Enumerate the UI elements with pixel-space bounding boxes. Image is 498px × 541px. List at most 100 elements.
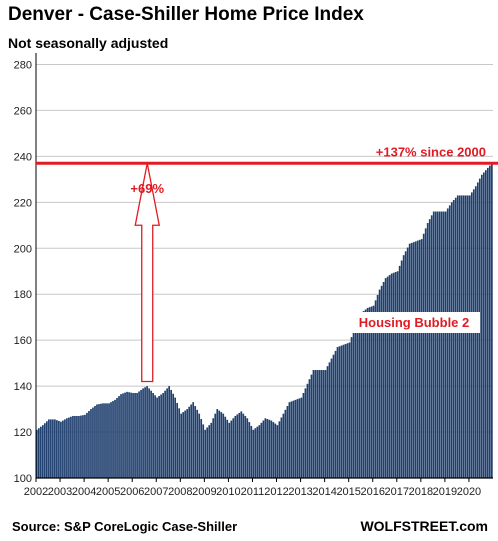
- bar: [164, 390, 166, 478]
- bar: [240, 411, 243, 478]
- bar: [96, 404, 98, 478]
- x-axis: 2002 2003 2004 2005 2006 2007 2008 2009 2010 2011…: [24, 478, 481, 498]
- bar: [384, 278, 387, 478]
- bar: [266, 419, 269, 478]
- bar: [406, 247, 409, 478]
- bar: [222, 413, 225, 478]
- y-tick-label: 160: [14, 335, 32, 347]
- bar: [322, 370, 325, 478]
- bar: [54, 419, 56, 478]
- bar: [462, 195, 465, 478]
- bar: [232, 418, 235, 478]
- bar: [42, 425, 44, 478]
- bar: [286, 406, 289, 478]
- bar: [162, 393, 164, 478]
- bar: [188, 406, 191, 478]
- bar: [382, 281, 385, 478]
- bar: [390, 273, 393, 478]
- bar: [114, 399, 116, 478]
- bar: [278, 421, 281, 478]
- y-tick-label: 100: [14, 473, 32, 485]
- brand-logo: WOLFSTREET.com: [360, 518, 488, 534]
- bar: [242, 413, 245, 478]
- bar: [388, 275, 391, 478]
- bar: [244, 415, 247, 478]
- bar: [56, 420, 58, 478]
- bar: [46, 421, 48, 478]
- bar: [202, 424, 205, 478]
- bar: [230, 420, 233, 478]
- y-tick-label: 200: [14, 243, 32, 255]
- bar: [448, 205, 451, 478]
- bar: [250, 425, 253, 478]
- y-tick-label: 240: [14, 151, 32, 163]
- bar: [178, 408, 181, 478]
- bar: [336, 347, 339, 478]
- bar: [212, 418, 215, 478]
- bar: [346, 343, 349, 478]
- bar: [480, 174, 483, 478]
- bar: [66, 418, 68, 478]
- bar: [344, 343, 347, 478]
- growth-arrow-label: +69%: [130, 181, 164, 196]
- bar: [106, 403, 108, 478]
- bar: [272, 422, 275, 478]
- x-tick-label: 2007: [144, 486, 168, 498]
- bar: [160, 394, 162, 478]
- bar: [264, 418, 267, 478]
- bar: [40, 426, 42, 478]
- bar: [118, 396, 120, 478]
- bar-series: [36, 163, 493, 479]
- bar: [86, 412, 88, 478]
- bar: [410, 242, 413, 478]
- bar: [44, 423, 46, 478]
- bar: [132, 393, 134, 478]
- bar: [158, 396, 160, 478]
- bar: [166, 388, 168, 478]
- y-tick-label: 180: [14, 289, 32, 301]
- bar: [378, 289, 381, 478]
- bar: [124, 392, 126, 478]
- bar: [324, 370, 327, 478]
- bar: [276, 425, 279, 478]
- bar: [348, 342, 351, 478]
- bar: [380, 285, 383, 478]
- bar: [332, 354, 335, 478]
- x-tick-label: 2010: [216, 486, 240, 498]
- bar: [58, 420, 60, 478]
- bar: [386, 276, 389, 478]
- bar: [444, 211, 447, 478]
- bar: [392, 272, 395, 478]
- bar: [358, 317, 361, 478]
- bar: [168, 386, 170, 478]
- bar: [312, 370, 315, 478]
- bar: [422, 233, 425, 478]
- x-tick-label: 2016: [360, 486, 384, 498]
- y-tick-label: 140: [14, 381, 32, 393]
- bar: [328, 362, 331, 478]
- bar: [424, 228, 427, 478]
- x-tick-label: 2008: [168, 486, 192, 498]
- bar: [52, 419, 54, 478]
- bar: [352, 331, 355, 478]
- bar: [152, 393, 154, 478]
- bar: [466, 195, 469, 478]
- bar: [216, 409, 219, 478]
- bar: [196, 409, 199, 478]
- bar: [84, 414, 86, 478]
- bar: [236, 414, 239, 478]
- bar: [440, 211, 443, 478]
- bar: [326, 366, 329, 478]
- bar: [432, 211, 435, 478]
- bar: [100, 403, 102, 478]
- x-tick-label: 2019: [433, 486, 457, 498]
- bar: [82, 415, 84, 478]
- bar: [434, 211, 437, 478]
- bar: [126, 391, 128, 478]
- y-tick-label: 220: [14, 197, 32, 209]
- bar: [292, 400, 295, 478]
- bar: [404, 251, 407, 478]
- x-tick-label: 2013: [288, 486, 312, 498]
- bar: [74, 415, 76, 478]
